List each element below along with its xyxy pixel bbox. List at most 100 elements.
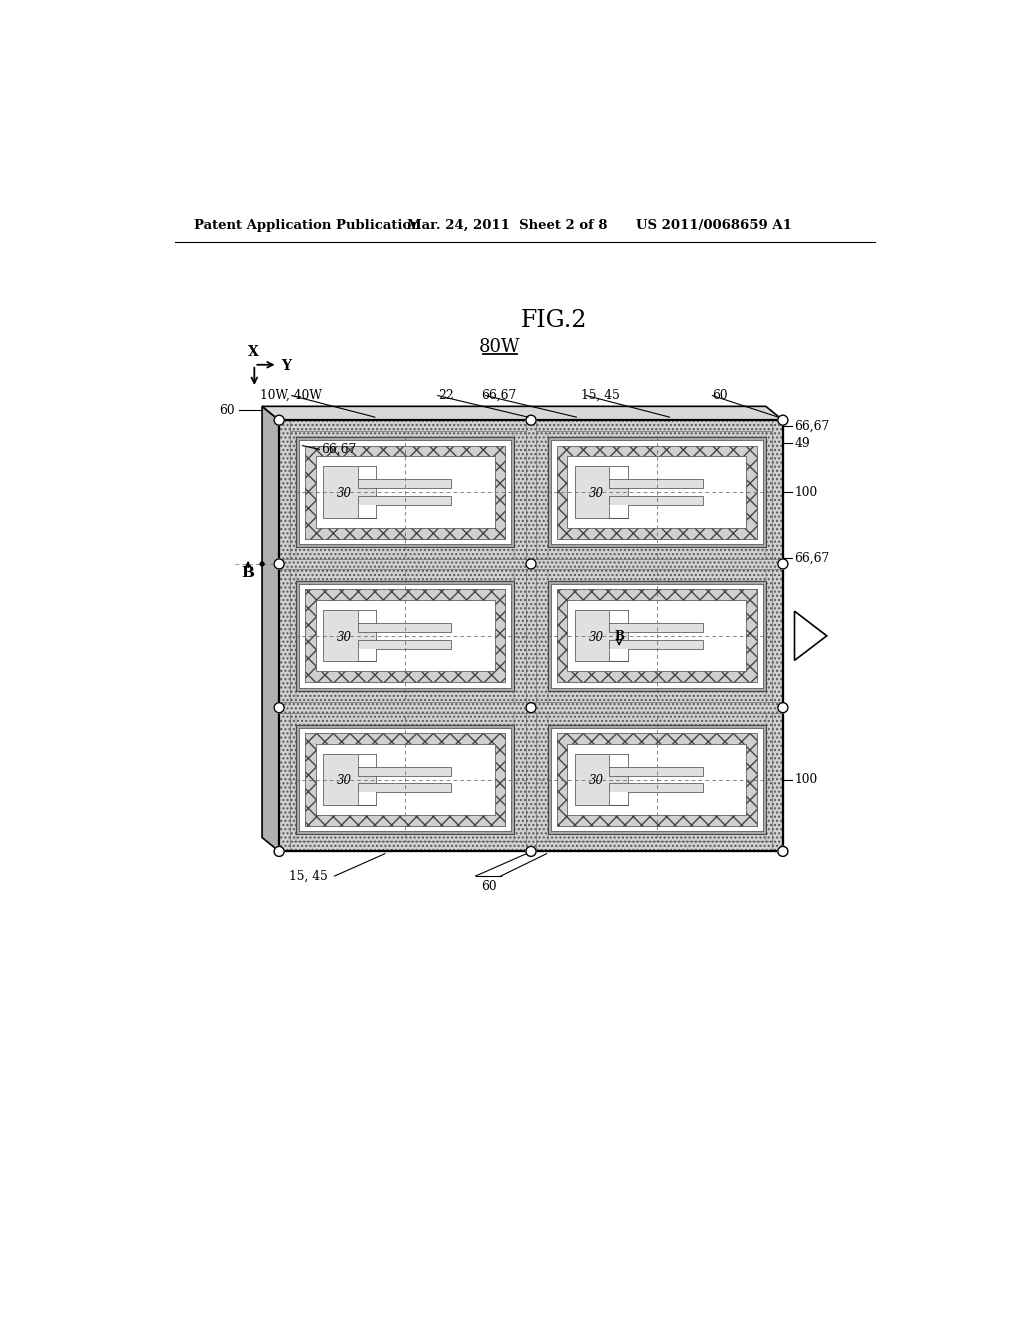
Bar <box>548 581 766 690</box>
Bar <box>357 506 377 517</box>
Bar <box>531 420 783 564</box>
Bar <box>551 583 763 688</box>
Bar <box>514 420 531 564</box>
Circle shape <box>260 562 264 566</box>
Bar <box>280 420 531 437</box>
Text: 60: 60 <box>219 404 234 417</box>
Bar <box>357 466 377 479</box>
Bar <box>772 420 783 851</box>
Text: 30: 30 <box>589 631 604 644</box>
Bar <box>305 446 506 539</box>
Circle shape <box>526 702 536 713</box>
Bar <box>280 834 531 851</box>
Text: 15, 45: 15, 45 <box>582 389 621 403</box>
Bar <box>609 610 629 623</box>
Bar <box>323 610 377 661</box>
Text: FIG.2: FIG.2 <box>521 309 588 331</box>
Text: 66,67: 66,67 <box>795 420 829 433</box>
Bar <box>280 708 296 851</box>
Text: 30: 30 <box>337 487 352 500</box>
Bar <box>280 420 290 851</box>
Bar <box>280 841 783 851</box>
Circle shape <box>778 846 787 857</box>
Bar <box>357 792 377 805</box>
Text: B: B <box>614 630 624 643</box>
Circle shape <box>274 846 285 857</box>
Text: 60: 60 <box>480 880 497 894</box>
Bar <box>305 589 506 682</box>
Bar <box>315 457 495 528</box>
Text: X: X <box>248 345 259 359</box>
Text: 49: 49 <box>795 437 810 450</box>
Text: 100: 100 <box>795 486 818 499</box>
Bar <box>557 733 758 826</box>
Circle shape <box>274 416 285 425</box>
Bar <box>574 610 629 661</box>
Bar <box>567 457 746 528</box>
Bar <box>609 506 629 517</box>
Text: 22: 22 <box>438 389 454 403</box>
Bar <box>548 437 766 546</box>
Polygon shape <box>262 407 783 420</box>
Bar <box>766 708 783 851</box>
Bar <box>299 441 511 544</box>
Bar <box>766 564 783 708</box>
Circle shape <box>778 416 787 425</box>
Bar <box>296 725 514 834</box>
Bar <box>280 708 531 851</box>
Bar <box>609 783 702 792</box>
Bar <box>531 564 548 708</box>
Text: 60: 60 <box>713 389 728 403</box>
Bar <box>567 744 746 816</box>
Text: US 2011/0068659 A1: US 2011/0068659 A1 <box>636 219 792 232</box>
Bar <box>574 466 629 517</box>
Text: 80W: 80W <box>479 338 521 356</box>
Bar <box>531 420 548 564</box>
Circle shape <box>778 558 787 569</box>
Bar <box>305 733 506 826</box>
Bar <box>525 420 537 851</box>
Text: 66,67: 66,67 <box>480 389 516 403</box>
Bar <box>357 648 377 661</box>
Bar <box>280 420 296 564</box>
Text: 15, 45: 15, 45 <box>289 870 328 883</box>
Bar <box>280 564 296 708</box>
Bar <box>531 834 783 851</box>
Bar <box>609 648 629 661</box>
Bar <box>296 581 514 690</box>
Bar <box>323 466 377 517</box>
Circle shape <box>526 416 536 425</box>
Polygon shape <box>795 611 826 660</box>
Text: 66,67: 66,67 <box>795 552 829 564</box>
Bar <box>766 420 783 564</box>
Bar <box>551 727 763 832</box>
Bar <box>280 420 783 430</box>
Bar <box>514 564 531 708</box>
Bar <box>609 496 702 506</box>
Bar <box>531 708 783 851</box>
Bar <box>557 589 758 682</box>
Bar <box>609 640 702 648</box>
Bar <box>531 546 783 564</box>
Bar <box>548 725 766 834</box>
Circle shape <box>526 558 536 569</box>
Bar <box>315 601 495 672</box>
Bar <box>357 610 377 623</box>
Bar <box>531 690 783 708</box>
Bar <box>609 754 629 767</box>
Text: Patent Application Publication: Patent Application Publication <box>194 219 421 232</box>
Bar <box>299 583 511 688</box>
Bar <box>280 558 783 569</box>
Bar <box>357 783 451 792</box>
Text: 30: 30 <box>589 487 604 500</box>
Bar <box>357 623 451 632</box>
Bar <box>280 690 531 708</box>
Text: 10W, 40W: 10W, 40W <box>260 389 322 403</box>
Text: 30: 30 <box>337 631 352 644</box>
Text: 30: 30 <box>337 775 352 788</box>
Text: 100: 100 <box>795 774 818 785</box>
Bar <box>574 754 629 805</box>
Circle shape <box>778 702 787 713</box>
Bar <box>323 754 377 805</box>
Text: B: B <box>242 566 255 581</box>
